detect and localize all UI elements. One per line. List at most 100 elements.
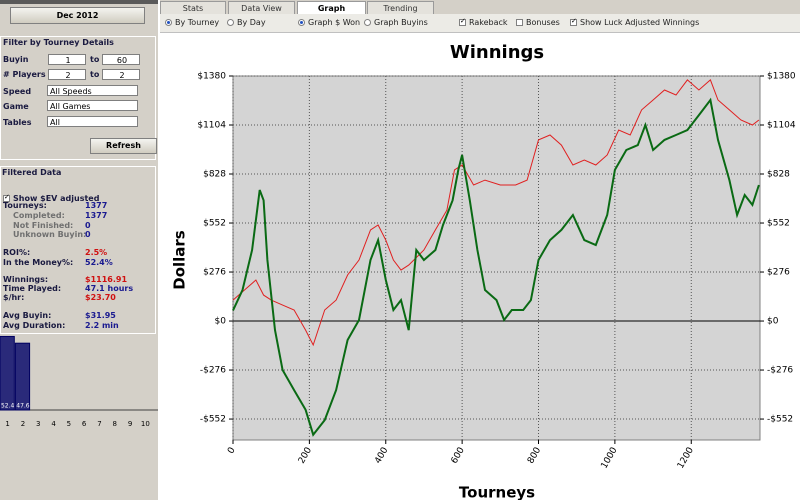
- filter-to: to: [90, 70, 100, 79]
- stat-label: Time Played:: [3, 284, 62, 293]
- y-tick-label: $828: [203, 170, 226, 180]
- x-tick-label: 4: [51, 420, 56, 428]
- option-label: By Tourney: [175, 18, 220, 27]
- x-tick-label: 10: [141, 420, 150, 428]
- y-tick-label: $828: [767, 170, 790, 180]
- x-tick-label: 3: [36, 420, 40, 428]
- stat-label: Winnings:: [3, 275, 49, 284]
- select[interactable]: All Speeds: [47, 85, 138, 96]
- stat-label: Avg Duration:: [3, 321, 66, 330]
- filter-input[interactable]: 1: [48, 54, 86, 65]
- x-tick-label: 800: [526, 446, 543, 466]
- tab[interactable]: Graph: [297, 1, 366, 14]
- line-series: [232, 79, 760, 347]
- line-series: [232, 97, 760, 437]
- option[interactable]: Rakeback: [459, 17, 508, 27]
- select-label: Speed: [3, 87, 32, 96]
- tab[interactable]: Data View: [228, 1, 295, 14]
- option[interactable]: Graph Buyins: [364, 18, 428, 27]
- y-tick-label: -$276: [767, 366, 793, 376]
- stat-value: $23.70: [85, 293, 116, 302]
- options-bar: By Tourney By Day Graph $ Won Graph Buyins R…: [160, 14, 800, 33]
- filter-title: Filter by Tourney Details: [3, 38, 114, 47]
- y-tick-label: -$276: [200, 366, 226, 376]
- refresh-button[interactable]: Refresh: [90, 138, 157, 154]
- x-tick-label: 0: [226, 446, 238, 456]
- checkbox[interactable]: [3, 193, 10, 202]
- stat-value: 47.1 hours: [85, 284, 134, 293]
- x-tick-label: 200: [297, 446, 314, 466]
- filter-label: # Players: [3, 70, 46, 79]
- filter-label: Buyin: [3, 55, 29, 64]
- checkbox[interactable]: [459, 17, 466, 26]
- date-button[interactable]: Dec 2012: [10, 7, 145, 24]
- radio[interactable]: [227, 19, 234, 26]
- option-label: By Day: [237, 18, 266, 27]
- x-tick-label: 400: [373, 446, 390, 466]
- stat-label: Tourneys:: [3, 201, 47, 210]
- option[interactable]: Graph $ Won: [298, 18, 360, 27]
- y-axis-label: Dollars: [171, 230, 189, 290]
- option[interactable]: Show Luck Adjusted Winnings: [570, 17, 700, 27]
- x-tick-label: 7: [97, 420, 101, 428]
- stat-label: In the Money%:: [3, 258, 74, 267]
- y-tick-label: -$552: [767, 415, 793, 425]
- stat-value: $1116.91: [85, 275, 128, 284]
- option-label: Show Luck Adjusted Winnings: [580, 18, 700, 27]
- bar: [14, 342, 31, 411]
- y-tick-label: -$552: [200, 415, 226, 425]
- y-tick-label: $0: [767, 317, 779, 327]
- option-label: Graph $ Won: [308, 18, 361, 27]
- option[interactable]: By Tourney: [165, 18, 219, 27]
- filter-input[interactable]: 60: [102, 54, 140, 65]
- checkbox[interactable]: [570, 17, 577, 26]
- stat-label: Unknown Buyin:: [13, 230, 87, 239]
- stat-value: 0: [85, 230, 91, 239]
- stat-label: ROI%:: [3, 248, 31, 257]
- x-tick-label: 8: [113, 420, 117, 428]
- option[interactable]: Bonuses: [516, 18, 560, 27]
- radio[interactable]: [298, 19, 305, 26]
- main-panel: Stats Data View Graph Trending By Tourney By…: [160, 0, 800, 500]
- x-axis-label: Tourneys: [459, 484, 535, 500]
- option-label: Rakeback: [469, 18, 508, 27]
- stat-label: Not Finished:: [13, 221, 74, 230]
- x-tick-label: 1200: [676, 446, 696, 471]
- stats-panel: [0, 166, 156, 334]
- stat-value: 2.2 min: [85, 321, 119, 330]
- radio[interactable]: [364, 19, 371, 26]
- y-tick-label: $1380: [767, 72, 796, 82]
- x-tick-label: 5: [67, 420, 71, 428]
- tab-bar: Stats Data View Graph Trending: [160, 0, 800, 14]
- y-tick-label: $276: [203, 268, 226, 278]
- ev-checkbox[interactable]: Show $EV adjusted: [3, 186, 99, 205]
- filter-input[interactable]: 2: [102, 69, 140, 80]
- stat-label: $/hr:: [3, 293, 25, 302]
- bar-value-label: 52.4: [1, 403, 15, 410]
- x-tick-label: 600: [450, 446, 467, 466]
- x-tick-label: 6: [82, 420, 87, 428]
- select[interactable]: All: [47, 116, 138, 127]
- x-tick-label: 1000: [600, 446, 620, 471]
- stat-value: 52.4%: [85, 258, 113, 267]
- radio[interactable]: [165, 19, 172, 26]
- select-label: Tables: [3, 118, 32, 127]
- y-tick-label: $552: [767, 219, 790, 229]
- option[interactable]: By Day: [227, 18, 266, 27]
- checkbox[interactable]: [516, 19, 523, 26]
- tab[interactable]: Trending: [367, 1, 434, 14]
- stat-label: Avg Buyin:: [3, 311, 52, 320]
- bar: [0, 335, 15, 411]
- stat-value: 2.5%: [85, 248, 108, 257]
- filter-panel: [0, 36, 156, 160]
- stat-value: 1377: [85, 211, 108, 220]
- tab[interactable]: Stats: [160, 1, 226, 14]
- sidebar: Dec 2012 Filter by Tourney Details Buyin…: [0, 0, 158, 500]
- filter-input[interactable]: 2: [48, 69, 86, 80]
- x-tick-label: 2: [21, 420, 25, 428]
- stat-value: 1377: [85, 201, 108, 210]
- bar-value-label: 47.6: [16, 403, 30, 410]
- select[interactable]: All Games: [47, 100, 138, 111]
- x-tick-label: 9: [128, 420, 132, 428]
